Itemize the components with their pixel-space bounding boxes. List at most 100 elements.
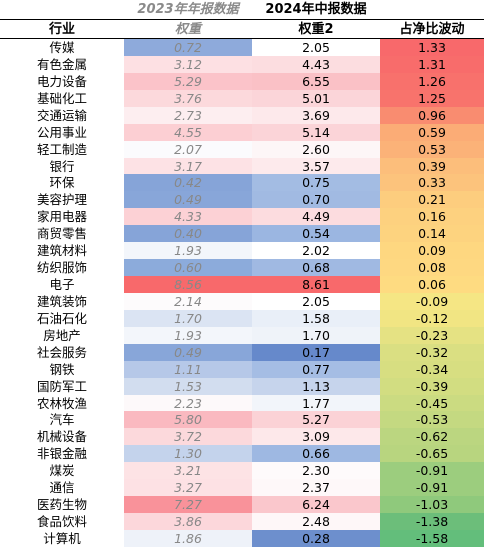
delta-cell: -0.65	[380, 445, 484, 463]
weight-2023-cell: 8.56	[124, 276, 252, 293]
weight-2023-cell: 3.12	[124, 55, 252, 73]
weight-2024-cell: 2.48	[252, 513, 380, 530]
delta-cell: -1.58	[380, 529, 484, 547]
weight-2023-cell: 0.49	[124, 343, 252, 361]
table-row: 通信 3.27 2.37 -0.91	[0, 479, 484, 497]
weight-2023-cell: 1.30	[124, 445, 252, 463]
industry-cell: 石油石化	[36, 310, 87, 326]
delta-cell: 0.33	[380, 174, 484, 192]
table-row: 轻工制造 2.07 2.60 0.53	[0, 140, 484, 158]
industry-cell: 商贸零售	[36, 226, 87, 242]
weight-2024-cell: 4.43	[252, 55, 380, 73]
delta-cell: 0.53	[380, 140, 484, 158]
table-row: 电力设备 5.29 6.55 1.26	[0, 72, 484, 90]
weight-2023-cell: 2.73	[124, 106, 252, 124]
weight-2023-cell: 1.93	[124, 326, 252, 344]
weight-2024-cell: 0.77	[252, 360, 380, 378]
weight-2023-cell: 5.80	[124, 411, 252, 429]
table-row: 基础化工 3.76 5.01 1.25	[0, 89, 484, 107]
col-header-delta: 占净比波动	[399, 22, 465, 37]
weight-2023-cell: 5.29	[124, 72, 252, 90]
weight-2023-cell: 3.76	[124, 89, 252, 107]
industry-cell: 轻工制造	[36, 141, 87, 157]
weight-2024-cell: 2.60	[252, 140, 380, 158]
industry-cell: 非银金融	[36, 446, 87, 462]
delta-cell: 0.08	[380, 259, 484, 277]
table-row: 电子 8.56 8.61 0.06	[0, 276, 484, 293]
industry-cell: 公用事业	[36, 124, 87, 140]
weight-2023-cell: 3.21	[124, 462, 252, 480]
weight-2024-cell: 1.58	[252, 309, 380, 327]
delta-cell: 0.96	[380, 106, 484, 124]
industry-cell: 煤炭	[49, 463, 75, 479]
weight-2024-cell: 3.09	[252, 428, 380, 446]
weight-2024-cell: 2.05	[252, 39, 380, 56]
table-row: 钢铁 1.11 0.77 -0.34	[0, 360, 484, 378]
weight-2024-cell: 6.24	[252, 496, 380, 514]
table-row: 非银金融 1.30 0.66 -0.65	[0, 445, 484, 463]
table-row: 交通运输 2.73 3.69 0.96	[0, 106, 484, 124]
col-header-weight-2024: 权重2	[298, 22, 334, 37]
table-row: 机械设备 3.72 3.09 -0.62	[0, 428, 484, 446]
weight-2024-cell: 8.61	[252, 276, 380, 293]
weight-2023-cell: 3.72	[124, 428, 252, 446]
table-row: 医药生物 7.27 6.24 -1.03	[0, 496, 484, 514]
industry-cell: 电子	[49, 277, 75, 293]
weight-2023-cell: 4.33	[124, 208, 252, 226]
table-row: 煤炭 3.21 2.30 -0.91	[0, 462, 484, 480]
table-row: 银行 3.17 3.57 0.39	[0, 157, 484, 175]
table-row: 石油石化 1.70 1.58 -0.12	[0, 309, 484, 327]
industry-cell: 基础化工	[36, 90, 87, 106]
table-row: 建筑材料 1.93 2.02 0.09	[0, 242, 484, 260]
delta-cell: 0.09	[380, 242, 484, 260]
weight-2024-cell: 0.68	[252, 259, 380, 277]
delta-cell: 1.33	[380, 39, 484, 56]
weight-2023-cell: 3.17	[124, 157, 252, 175]
industry-cell: 房地产	[43, 327, 81, 343]
weight-2023-cell: 0.72	[124, 39, 252, 56]
table-row: 国防军工 1.53 1.13 -0.39	[0, 377, 484, 395]
industry-cell: 建筑装饰	[36, 293, 87, 309]
weight-2023-cell: 2.14	[124, 292, 252, 310]
table-row: 社会服务 0.49 0.17 -0.32	[0, 343, 484, 361]
table-row: 农林牧渔 2.23 1.77 -0.45	[0, 394, 484, 412]
industry-cell: 电力设备	[36, 73, 87, 89]
delta-cell: 1.26	[380, 72, 484, 90]
weight-2023-cell: 1.93	[124, 242, 252, 260]
industry-cell: 交通运输	[36, 107, 87, 123]
industry-cell: 纺织服饰	[36, 260, 87, 276]
delta-cell: -0.09	[380, 292, 484, 310]
table-row: 环保 0.42 0.75 0.33	[0, 174, 484, 192]
industry-cell: 医药生物	[36, 497, 87, 513]
industry-cell: 银行	[49, 158, 75, 174]
weight-2023-cell: 2.23	[124, 394, 252, 412]
delta-cell: -1.38	[380, 513, 484, 530]
weight-2024-cell: 5.27	[252, 411, 380, 429]
industry-cell: 美容护理	[36, 192, 87, 208]
weight-2024-cell: 2.37	[252, 479, 380, 497]
industry-cell: 汽车	[49, 412, 75, 428]
weight-2023-cell: 2.07	[124, 140, 252, 158]
table-row: 汽车 5.80 5.27 -0.53	[0, 411, 484, 429]
weight-2024-cell: 5.01	[252, 89, 380, 107]
industry-cell: 国防军工	[36, 378, 87, 394]
delta-cell: -0.91	[380, 479, 484, 497]
weight-2023-cell: 1.11	[124, 360, 252, 378]
weight-2024-cell: 6.55	[252, 72, 380, 90]
weight-2023-cell: 0.60	[124, 259, 252, 277]
table-row: 计算机 1.86 0.28 -1.58	[0, 529, 484, 547]
weight-2024-cell: 1.70	[252, 326, 380, 344]
delta-cell: 0.14	[380, 225, 484, 243]
col-header-weight-2023: 权重	[174, 22, 201, 37]
weight-2024-cell: 5.14	[252, 123, 380, 141]
weight-2024-cell: 2.05	[252, 292, 380, 310]
table-row: 有色金属 3.12 4.43 1.31	[0, 55, 484, 73]
industry-cell: 传媒	[49, 40, 75, 55]
delta-cell: 0.06	[380, 276, 484, 293]
industry-cell: 有色金属	[36, 56, 87, 72]
weight-2024-cell: 0.75	[252, 174, 380, 192]
delta-cell: -0.12	[380, 309, 484, 327]
delta-cell: -1.03	[380, 496, 484, 514]
header-divider-bottom	[0, 38, 484, 39]
